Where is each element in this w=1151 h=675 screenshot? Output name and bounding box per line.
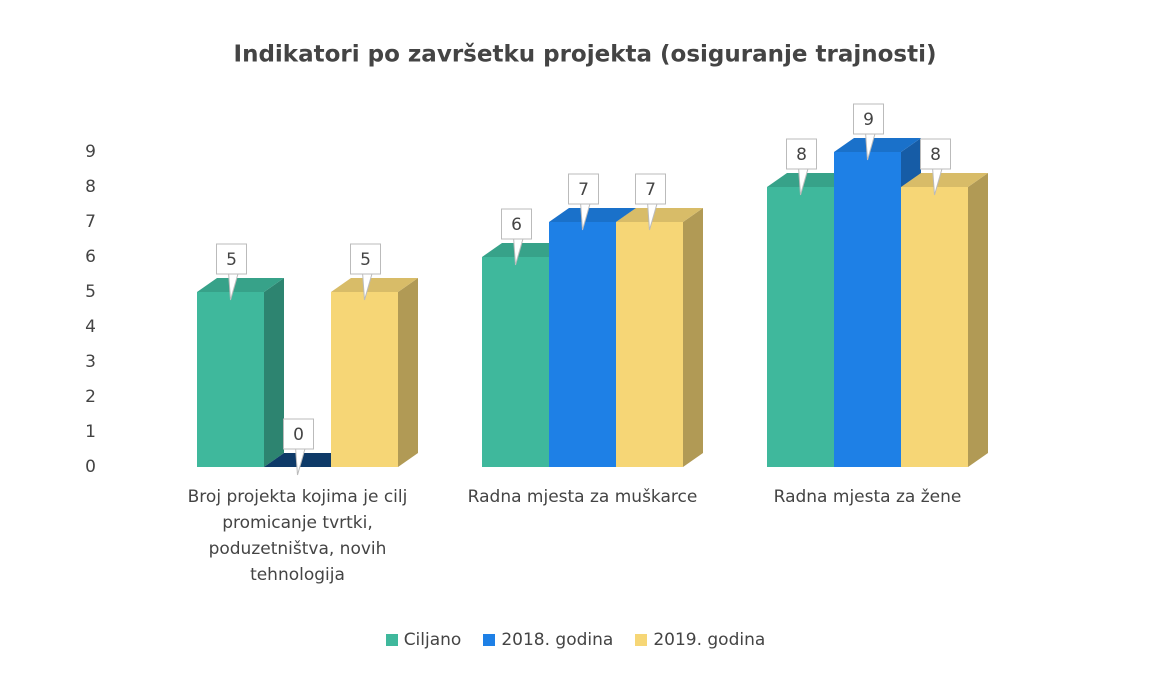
y-tick-label: 4 [85, 317, 96, 337]
bar-top [901, 173, 988, 187]
data-label: 8 [930, 145, 941, 165]
legend-label: Ciljano [403, 630, 462, 650]
bar [482, 257, 549, 467]
chart-title: Indikatori po završetku projekta (osigur… [234, 42, 937, 68]
data-label-box [283, 418, 314, 450]
data-label-box [350, 243, 381, 275]
legend-item: 2019. godina [635, 630, 765, 650]
legend-label: 2019. godina [653, 630, 766, 650]
data-label-box [216, 243, 247, 275]
legend-swatch [483, 634, 496, 646]
data-label: 6 [511, 215, 522, 235]
data-label: 7 [578, 180, 589, 200]
y-tick-label: 3 [85, 352, 96, 372]
bar [549, 222, 616, 467]
bar [767, 187, 834, 467]
bar-top [482, 243, 569, 257]
y-tick-label: 2 [85, 387, 96, 407]
bar-side [968, 173, 988, 467]
data-label-box [853, 103, 884, 135]
bar-top [331, 278, 418, 292]
data-label: 8 [796, 145, 807, 165]
bar [834, 152, 901, 467]
data-label: 7 [645, 180, 656, 200]
bar-top [264, 453, 351, 467]
legend-item: Ciljano [385, 630, 462, 650]
legend-item: 2018. godina [483, 630, 613, 650]
bar [616, 222, 683, 467]
bar-top [549, 208, 636, 222]
x-tick-label: Radna mjesta za žene [773, 487, 962, 507]
bar [901, 187, 968, 467]
legend-swatch [385, 634, 398, 646]
data-label-box [501, 208, 532, 240]
y-tick-label: 1 [85, 422, 96, 442]
bar-top [767, 173, 854, 187]
data-label-box [635, 173, 666, 205]
bar-side [683, 208, 703, 467]
bar-side [398, 278, 418, 467]
bar-side [264, 278, 284, 467]
x-tick-label: Radna mjesta za muškarce [467, 487, 698, 507]
data-label-box [786, 138, 817, 170]
legend: Ciljano 2018. godina 2019. godina [0, 630, 1151, 650]
legend-label: 2018. godina [501, 630, 614, 650]
data-label-box [568, 173, 599, 205]
y-tick-label: 0 [85, 457, 96, 477]
legend-swatch [635, 634, 648, 646]
data-label-box [920, 138, 951, 170]
data-label: 5 [360, 250, 371, 270]
bar-top [197, 278, 284, 292]
y-tick-label: 9 [85, 142, 96, 162]
bar [331, 292, 398, 467]
data-label: 5 [226, 250, 237, 270]
bar-top [616, 208, 703, 222]
y-tick-label: 8 [85, 177, 96, 197]
bar [197, 292, 264, 467]
y-tick-label: 5 [85, 282, 96, 302]
bar-top [834, 138, 921, 152]
y-tick-label: 7 [85, 212, 96, 232]
data-label: 0 [293, 425, 304, 445]
x-tick-label: Broj projekta kojima je cilj promicanje … [187, 487, 408, 585]
data-label: 9 [863, 110, 874, 130]
y-tick-label: 6 [85, 247, 96, 267]
